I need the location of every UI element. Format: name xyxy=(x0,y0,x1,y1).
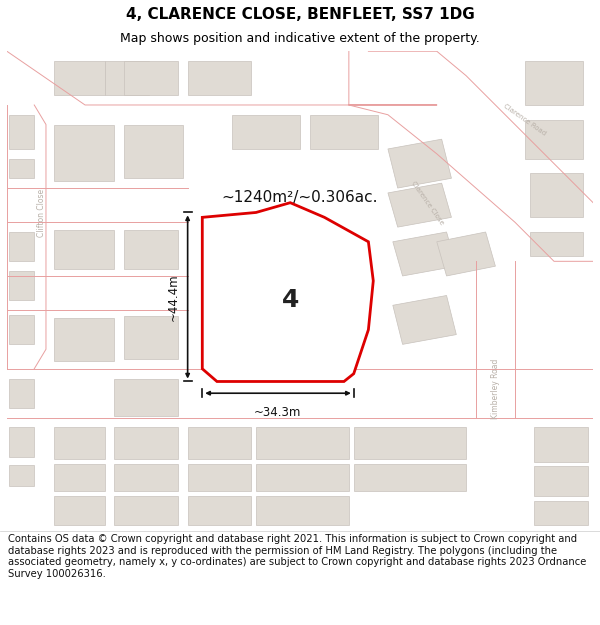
Polygon shape xyxy=(85,51,437,105)
Polygon shape xyxy=(535,501,588,525)
Polygon shape xyxy=(54,230,115,269)
Polygon shape xyxy=(530,173,583,218)
Text: 4: 4 xyxy=(281,288,299,312)
Polygon shape xyxy=(354,428,466,459)
Polygon shape xyxy=(46,276,188,310)
Text: ~1240m²/~0.306ac.: ~1240m²/~0.306ac. xyxy=(222,190,378,205)
Polygon shape xyxy=(54,464,104,491)
Text: ~44.4m: ~44.4m xyxy=(166,274,179,321)
Polygon shape xyxy=(349,51,593,261)
Text: Clarence Close: Clarence Close xyxy=(410,180,445,226)
Polygon shape xyxy=(388,139,451,188)
Text: Clarence Road: Clarence Road xyxy=(502,102,547,136)
Text: Clifton Close: Clifton Close xyxy=(37,188,46,236)
Polygon shape xyxy=(115,464,178,491)
Polygon shape xyxy=(7,105,46,369)
Polygon shape xyxy=(9,159,34,178)
Polygon shape xyxy=(7,369,593,418)
Polygon shape xyxy=(525,61,583,105)
Polygon shape xyxy=(535,466,588,496)
Text: Kimberley Road: Kimberley Road xyxy=(491,358,500,419)
Polygon shape xyxy=(104,61,149,95)
Polygon shape xyxy=(9,428,34,457)
Polygon shape xyxy=(530,232,583,256)
Polygon shape xyxy=(393,296,457,344)
Polygon shape xyxy=(115,428,178,459)
Polygon shape xyxy=(115,379,178,416)
Polygon shape xyxy=(9,271,34,301)
Polygon shape xyxy=(310,115,378,149)
Polygon shape xyxy=(535,428,588,462)
Polygon shape xyxy=(188,464,251,491)
Text: 4, CLARENCE CLOSE, BENFLEET, SS7 1DG: 4, CLARENCE CLOSE, BENFLEET, SS7 1DG xyxy=(125,7,475,22)
Text: Map shows position and indicative extent of the property.: Map shows position and indicative extent… xyxy=(120,32,480,45)
Text: ~34.3m: ~34.3m xyxy=(254,406,301,419)
Polygon shape xyxy=(525,119,583,159)
Polygon shape xyxy=(9,115,34,149)
Polygon shape xyxy=(124,61,178,95)
Polygon shape xyxy=(54,61,104,95)
Polygon shape xyxy=(7,51,85,124)
Polygon shape xyxy=(188,496,251,525)
Polygon shape xyxy=(9,464,34,486)
Polygon shape xyxy=(202,202,373,381)
Polygon shape xyxy=(437,232,496,276)
Polygon shape xyxy=(241,232,339,301)
Polygon shape xyxy=(256,464,349,491)
Polygon shape xyxy=(466,51,593,212)
Polygon shape xyxy=(46,349,193,418)
Polygon shape xyxy=(188,428,251,459)
Polygon shape xyxy=(115,496,178,525)
Polygon shape xyxy=(54,428,104,459)
Polygon shape xyxy=(54,318,115,361)
Polygon shape xyxy=(232,115,300,149)
Polygon shape xyxy=(256,496,349,525)
Polygon shape xyxy=(124,230,178,269)
Polygon shape xyxy=(188,61,251,95)
Polygon shape xyxy=(124,124,183,178)
Polygon shape xyxy=(46,188,188,222)
Polygon shape xyxy=(54,124,115,181)
Polygon shape xyxy=(388,183,451,227)
Polygon shape xyxy=(9,379,34,408)
Polygon shape xyxy=(393,232,457,276)
Polygon shape xyxy=(256,428,349,459)
Polygon shape xyxy=(124,316,178,359)
Polygon shape xyxy=(9,232,34,261)
Polygon shape xyxy=(9,315,34,344)
Polygon shape xyxy=(54,496,104,525)
Polygon shape xyxy=(476,261,515,530)
Text: Contains OS data © Crown copyright and database right 2021. This information is : Contains OS data © Crown copyright and d… xyxy=(8,534,586,579)
Polygon shape xyxy=(7,418,593,530)
Polygon shape xyxy=(354,464,466,491)
